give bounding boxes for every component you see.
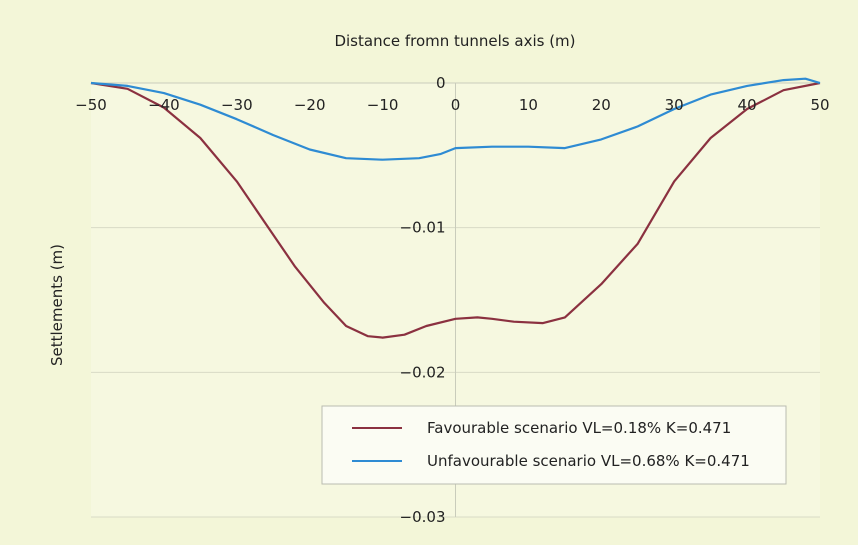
x-tick-label: 0 (451, 96, 461, 114)
x-tick-label: 50 (810, 96, 829, 114)
y-tick-label: −0.01 (400, 219, 446, 237)
series-line-unfavourable (90, 77, 821, 161)
x-tick-label: −20 (294, 96, 326, 114)
legend-box (321, 405, 787, 485)
chart-title: Distance fromn tunnels axis (m) (334, 32, 575, 50)
x-tick-label: −40 (148, 96, 180, 114)
legend-label-unfavourable: Unfavourable scenario VL=0.68% K=0.471 (427, 452, 750, 470)
legend: Favourable scenario VL=0.18% K=0.471 Unf… (321, 405, 787, 485)
y-axis-label: Settlements (m) (48, 244, 66, 366)
y-tick-label: −0.02 (400, 363, 446, 381)
y-tick-label: −0.03 (400, 508, 446, 526)
x-tick-label: 30 (665, 96, 684, 114)
x-tick-label: −10 (367, 96, 399, 114)
legend-label-favourable: Favourable scenario VL=0.18% K=0.471 (427, 419, 731, 437)
x-tick-label: 10 (519, 96, 538, 114)
series-line-favourable (90, 81, 821, 339)
x-tick-label: −50 (75, 96, 107, 114)
x-tick-label: 20 (592, 96, 611, 114)
series-lines (90, 77, 821, 339)
x-tick-label: 40 (738, 96, 757, 114)
x-tick-label: −30 (221, 96, 253, 114)
y-tick-label: 0 (436, 74, 446, 92)
tick-labels: −50 −40 −30 −20 −10 0 10 20 30 40 50 0 −0.01 −0.02 −0.… (75, 74, 829, 526)
